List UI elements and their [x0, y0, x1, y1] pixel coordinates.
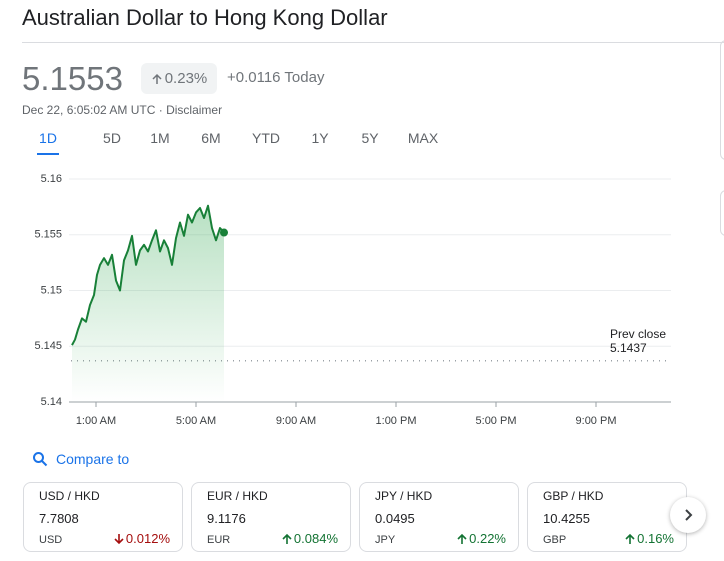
currency: GBP	[543, 534, 567, 546]
price: 7.7808	[39, 511, 79, 526]
arrow-up	[152, 73, 162, 84]
pair: EUR / HKD	[207, 489, 268, 503]
change-badge: 0.23%	[141, 63, 217, 94]
pair: USD / HKD	[39, 489, 100, 503]
prev-close-value: 5.1437	[610, 341, 647, 355]
search-icon	[33, 452, 48, 467]
x-tick-label: 9:00 AM	[276, 415, 316, 427]
change: 0.012%	[113, 531, 170, 546]
x-tick-label: 1:00 PM	[376, 415, 417, 427]
change-value: 0.22%	[469, 531, 506, 546]
currency-card[interactable]: GBP / HKD 10.4255 GBP 0.16%	[527, 482, 687, 552]
range-tab[interactable]: 5Y	[361, 130, 379, 146]
compare-label: Compare to	[56, 451, 130, 467]
range-tab[interactable]: YTD	[252, 130, 280, 146]
y-tick-label: 5.16	[41, 173, 62, 185]
change-value: 0.012%	[125, 531, 170, 546]
range-tab[interactable]: 1M	[150, 130, 170, 146]
change-percent: 0.23%	[164, 70, 208, 87]
title: Australian Dollar to Hong Kong Dollar	[22, 5, 388, 30]
arrow-up	[625, 533, 635, 544]
change-value: 0.084%	[293, 531, 338, 546]
last-point	[220, 228, 228, 237]
next-button[interactable]	[670, 497, 706, 533]
change: 0.084%	[281, 531, 338, 546]
currency: USD	[39, 534, 63, 546]
arrow-up	[282, 533, 292, 544]
y-tick-label: 5.15	[41, 284, 62, 296]
x-tick-label: 5:00 PM	[476, 415, 517, 427]
separator: ·	[158, 103, 163, 117]
price: 0.0495	[375, 511, 415, 526]
y-tick-label: 5.14	[41, 396, 62, 408]
currency: JPY	[375, 534, 396, 546]
x-tick-label: 9:00 PM	[576, 415, 617, 427]
divider	[22, 42, 724, 43]
arrow-up	[457, 533, 467, 544]
y-tick-label: 5.155	[34, 229, 62, 241]
range-tab[interactable]: MAX	[407, 130, 439, 146]
x-tick-label: 1:00 AM	[76, 415, 116, 427]
change-value: 0.16%	[637, 531, 674, 546]
range-tab[interactable]: 6M	[201, 130, 221, 146]
timestamp-row: Dec 22, 6:05:02 AM UTC · Disclaimer	[22, 103, 222, 117]
pair: JPY / HKD	[375, 489, 433, 503]
price: 5.1553	[22, 60, 123, 97]
currency: EUR	[207, 534, 231, 546]
prev-close-label: Prev close	[610, 327, 666, 341]
range-tabs: 1D 5D 1M 6M YTD 1Y 5Y MAX	[22, 130, 451, 155]
area	[72, 205, 224, 402]
chevron	[685, 509, 693, 521]
range-tab[interactable]: 5D	[103, 130, 121, 146]
currency-card[interactable]: EUR / HKD 9.1176 EUR 0.084%	[191, 482, 351, 552]
pair: GBP / HKD	[543, 489, 604, 503]
x-tick-label: 5:00 AM	[176, 415, 216, 427]
compare-button[interactable]: Compare to	[32, 451, 129, 467]
timestamp: Dec 22, 6:05:02 AM UTC	[22, 103, 156, 117]
line	[71, 204, 225, 346]
disclaimer[interactable]: Disclaimer	[166, 103, 223, 117]
change: 0.16%	[624, 531, 674, 546]
change: 0.22%	[456, 531, 506, 546]
price: 9.1176	[207, 511, 246, 526]
currency-card[interactable]: JPY / HKD 0.0495 JPY 0.22%	[359, 482, 519, 552]
change: +0.0116 Today	[227, 69, 325, 86]
range-tab[interactable]: 1Y	[311, 130, 329, 146]
arrow-down	[114, 533, 124, 544]
y-tick-label: 5.145	[34, 340, 62, 352]
price: 10.4255	[543, 511, 590, 526]
range-tab[interactable]: 1D	[37, 130, 59, 155]
currency-card[interactable]: USD / HKD 7.7808 USD 0.012%	[23, 482, 183, 552]
